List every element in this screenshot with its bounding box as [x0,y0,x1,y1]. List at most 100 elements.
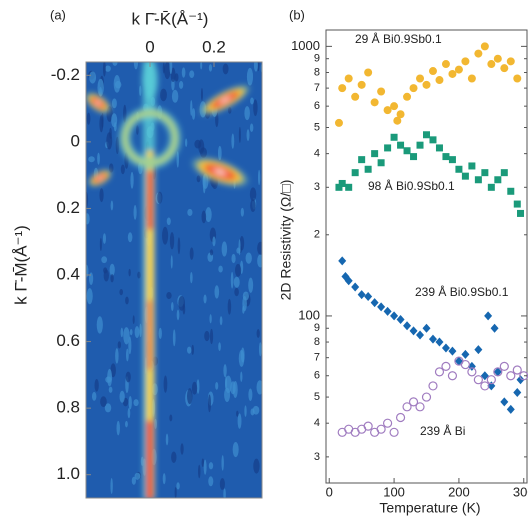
speckle [201,210,207,224]
speckle [191,344,194,355]
y-tick-label: 9 [314,322,320,334]
speckle [114,80,122,89]
speckle [190,271,193,284]
speckle [208,462,214,470]
speckle [120,164,125,175]
y-tick-label: 0.2 [56,198,80,217]
speckle [127,232,133,243]
x-tick-label: 0 [326,484,333,499]
speckle [227,298,232,315]
speckle [249,187,257,202]
point [351,92,360,101]
speckle [133,205,137,220]
speckle [253,458,260,474]
panel-label: (b) [289,7,305,22]
speckle [217,145,222,161]
speckle [194,139,202,149]
point [484,311,493,321]
speckle [208,64,213,72]
speckle [169,62,173,75]
point [448,346,457,356]
speckle [104,65,111,72]
point [467,367,477,377]
point [364,165,372,173]
x-tick-label: 300 [513,484,528,499]
speckle [236,410,239,417]
point [335,183,343,191]
point [358,156,366,164]
speckle [169,232,175,250]
point [402,402,412,412]
point [397,141,405,149]
speckle [115,136,120,154]
point [429,136,437,144]
speckle [110,478,113,494]
speckle [134,472,141,480]
speckle [227,106,232,114]
point [493,367,503,377]
y-tick-label: 3 [314,451,320,463]
speckle [198,464,201,479]
speckle [86,213,90,225]
x-tick-label: 0 [145,37,154,56]
speckle [230,271,234,289]
speckle [104,403,112,413]
speckle [256,329,260,338]
speckle [246,67,254,86]
speckle [166,291,172,300]
speckle [218,342,221,351]
point [486,375,496,385]
point [461,172,469,180]
point [435,76,444,85]
y-tick-label: 0.6 [56,331,80,350]
point [377,87,386,96]
x-tick-label: 200 [448,484,470,499]
speckle [103,269,109,282]
speckle [131,476,136,485]
speckle [128,268,131,277]
point [467,74,476,83]
speckle [101,112,104,128]
speckle [187,208,193,216]
point [500,397,509,407]
point [480,381,490,391]
panel-label: (a) [50,7,66,22]
speckle [109,263,115,276]
speckle [91,391,97,401]
y-tick-label: 1000 [291,38,320,53]
speckle [200,147,207,158]
speckle [133,399,139,407]
point [428,381,438,391]
speckle [256,380,262,395]
map-frame [85,61,263,499]
speckle [130,171,134,189]
point [507,187,515,195]
point [448,156,456,164]
point [447,371,458,381]
point [448,69,457,78]
speckle [235,263,242,277]
y-tick-label: 5 [314,121,320,133]
point [396,314,405,324]
y-tick-label: 2 [314,229,320,241]
series-label: 239 Å Bi0.9Sb0.1 [415,284,509,299]
point [383,106,392,115]
speckle [128,395,132,410]
speckle [115,348,119,364]
point [345,183,353,191]
point [506,57,515,66]
series-label: 29 Å Bi0.9Sb0.1 [355,31,442,46]
point [390,133,398,141]
point [423,131,430,139]
y-tick-label: -0.2 [51,65,80,84]
speckle [221,241,228,257]
point [487,60,496,69]
point [334,118,343,127]
speckle [116,420,120,436]
speckle [164,62,171,80]
intensity-map [86,62,262,498]
speckle [163,375,168,393]
point [408,397,419,407]
point [513,74,522,83]
speckle [231,133,235,149]
